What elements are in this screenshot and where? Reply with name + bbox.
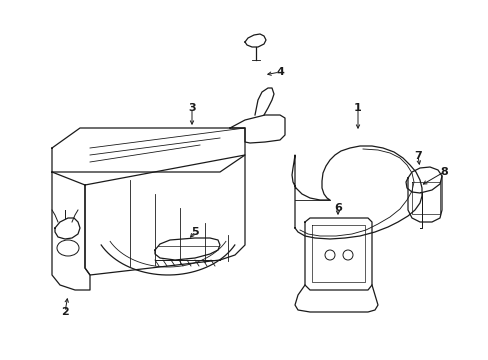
Text: 2: 2 (61, 307, 69, 317)
Text: 8: 8 (439, 167, 447, 177)
Text: 1: 1 (353, 103, 361, 113)
Text: 6: 6 (333, 203, 341, 213)
Text: 7: 7 (413, 151, 421, 161)
Text: 3: 3 (188, 103, 195, 113)
Text: 4: 4 (276, 67, 284, 77)
Text: 5: 5 (191, 227, 199, 237)
